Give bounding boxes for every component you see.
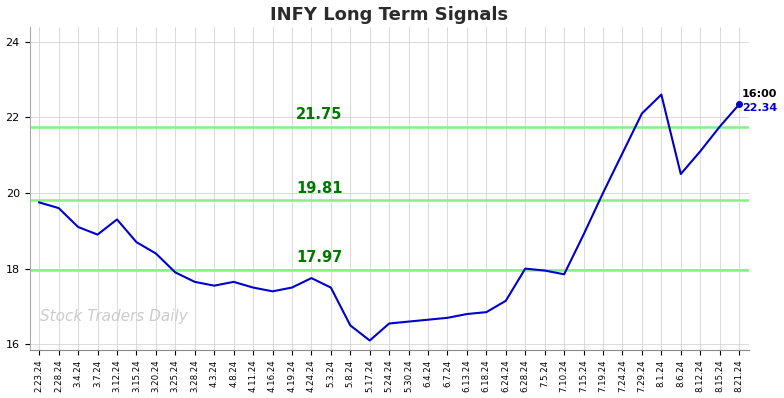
Text: 19.81: 19.81 [296, 181, 343, 195]
Title: INFY Long Term Signals: INFY Long Term Signals [270, 6, 508, 23]
Text: 21.75: 21.75 [296, 107, 343, 122]
Text: 22.34: 22.34 [742, 103, 777, 113]
Text: 17.97: 17.97 [296, 250, 343, 265]
Text: Stock Traders Daily: Stock Traders Daily [40, 309, 188, 324]
Text: 16:00: 16:00 [742, 89, 778, 99]
